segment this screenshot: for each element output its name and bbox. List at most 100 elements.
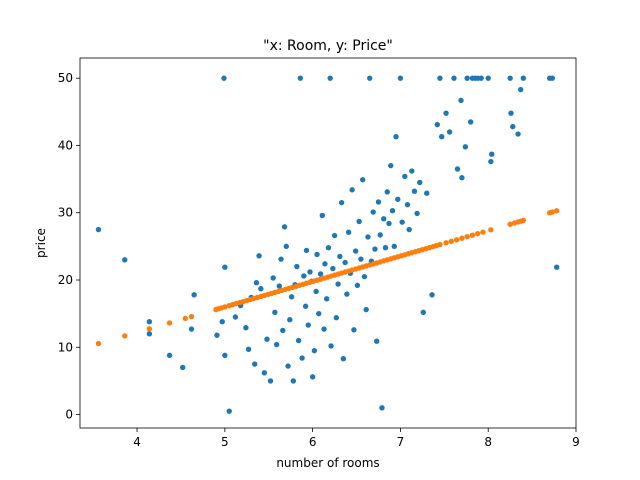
predicted-point [448,238,455,244]
observed-point [285,363,291,369]
predicted-point [488,227,494,233]
observed-point [363,306,369,313]
observed-point [294,263,300,270]
predicted-point [469,232,476,238]
observed-point [322,261,328,267]
observed-point [437,75,443,81]
observed-point [302,303,309,309]
observed-point [288,294,295,300]
predicted-point [222,304,228,310]
observed-point [464,75,470,81]
observed-point [316,310,322,317]
predicted-point [188,313,195,320]
observed-point [367,75,373,81]
x-tick-label: 8 [484,435,492,449]
predicted-point [480,229,486,235]
observed-point [325,245,332,251]
observed-point [267,378,274,384]
observed-point [283,243,289,250]
observed-point [303,247,310,254]
predicted-point [443,240,449,246]
observed-point [478,75,484,81]
observed-point [221,75,227,81]
observed-point [253,279,260,286]
observed-point [219,319,225,325]
predicted-point [182,315,189,322]
observed-point [485,75,491,81]
plot-frame [79,57,577,429]
observed-point [252,361,258,367]
observed-point [323,296,330,302]
observed-point [258,286,264,292]
observed-point [517,86,524,93]
observed-point [388,162,394,169]
observed-point [354,282,361,289]
predicted-point [166,320,173,326]
observed-point [414,210,420,217]
observed-point [359,177,366,183]
observed-point [330,265,336,272]
observed-point [319,212,325,219]
observed-point [321,326,327,332]
observed-point [270,275,276,281]
observed-point [281,224,288,230]
observed-point [379,405,385,411]
observed-point [386,220,392,227]
observed-point [328,343,334,349]
observed-point [297,75,304,81]
y-tick-label: 0 [65,408,73,422]
observed-point [276,283,282,289]
observed-point [180,364,186,371]
y-tick-label: 40 [58,138,73,152]
observed-point [377,232,383,238]
observed-point [409,168,415,174]
predicted-point [95,340,102,347]
series-predicted [95,208,560,347]
data-layer [95,75,560,414]
predicted-point [507,221,513,227]
observed-point [399,219,405,225]
observed-point [245,346,252,352]
y-tick-label: 10 [58,340,73,354]
predicted-point [437,241,443,248]
predicted-point [520,217,527,224]
observed-point [438,134,445,140]
observed-point [370,209,376,215]
observed-point [424,190,430,196]
x-axis: 4 5 6 7 8 9 [133,428,580,449]
observed-point [406,226,412,233]
observed-point [356,218,362,225]
observed-point [553,264,560,270]
observed-point [278,256,284,262]
observed-point [333,314,340,321]
observed-point [243,325,249,331]
observed-point [404,201,411,208]
observed-point [146,319,153,325]
observed-point [226,408,232,414]
observed-point [331,232,338,239]
observed-point [351,327,357,333]
observed-point [384,189,390,195]
observed-point [389,208,396,214]
observed-point [214,332,220,338]
x-tick-label: 6 [309,435,317,449]
observed-point [273,341,280,348]
observed-point [290,378,297,384]
observed-point [434,121,440,128]
x-tick-label: 5 [221,435,229,449]
observed-point [191,292,197,298]
x-tick-label: 4 [133,435,141,449]
observed-point [340,356,347,362]
observed-point [301,273,307,279]
observed-point [349,187,355,193]
observed-point [489,151,495,157]
observed-point [314,251,320,258]
observed-point [458,97,464,104]
observed-point [311,347,318,354]
observed-point [313,288,319,295]
observed-point [454,166,461,172]
observed-point [467,119,474,125]
y-axis: 0 10 20 30 40 50 [58,71,80,422]
x-tick-label: 9 [572,435,580,449]
